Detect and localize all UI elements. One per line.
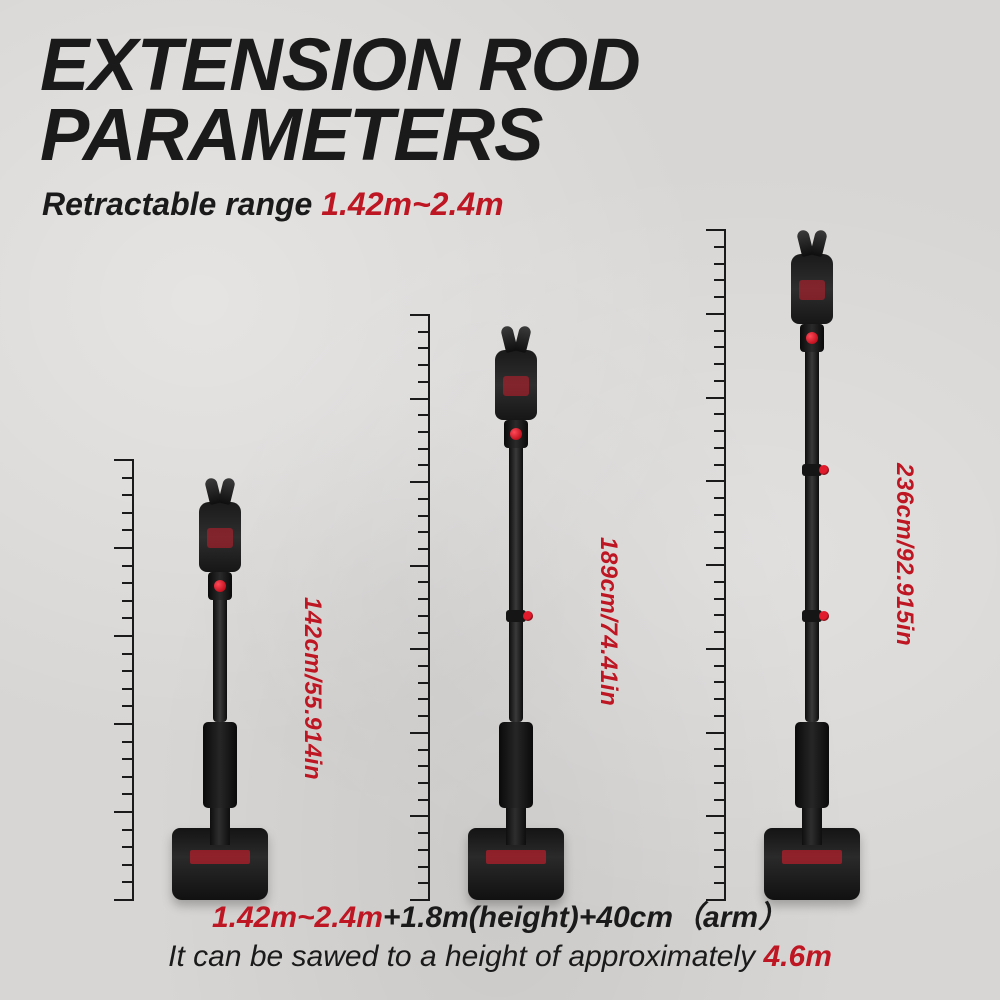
- diagram-stage: 142cm/55.914in 189cm/74.41in 236cm/92.915i…: [0, 220, 1000, 900]
- extension-rod: [160, 470, 280, 900]
- ruler: [410, 315, 430, 900]
- footer-line-1: 1.42m~2.4m+1.8m(height)+40cm（arm）: [0, 892, 1000, 936]
- footer-line-2: It can be sawed to a height of approxima…: [0, 940, 1000, 974]
- footer-range: 1.42m~2.4m: [212, 901, 383, 934]
- title-line-1: EXTENSION ROD: [40, 30, 640, 100]
- subtitle-label: Retractable range: [42, 186, 321, 222]
- height-label: 142cm/55.914in: [298, 597, 326, 780]
- ruler: [114, 460, 134, 900]
- extension-rod: [456, 318, 576, 900]
- footer-reach-value: 4.6m: [763, 940, 831, 973]
- ruler: [706, 230, 726, 900]
- height-label: 189cm/74.41in: [594, 537, 622, 706]
- footer: 1.42m~2.4m+1.8m(height)+40cm（arm） It can…: [0, 892, 1000, 974]
- page-title: EXTENSION ROD PARAMETERS: [40, 30, 640, 171]
- subtitle-value: 1.42m~2.4m: [321, 186, 503, 222]
- footer-extra: +1.8m(height)+40cm（arm）: [383, 901, 788, 934]
- height-label: 236cm/92.915in: [890, 463, 918, 646]
- footer-reach-label: It can be sawed to a height of approxima…: [168, 940, 763, 973]
- title-line-2: PARAMETERS: [40, 100, 640, 170]
- subtitle: Retractable range 1.42m~2.4m: [42, 186, 504, 223]
- extension-rod: [752, 222, 872, 900]
